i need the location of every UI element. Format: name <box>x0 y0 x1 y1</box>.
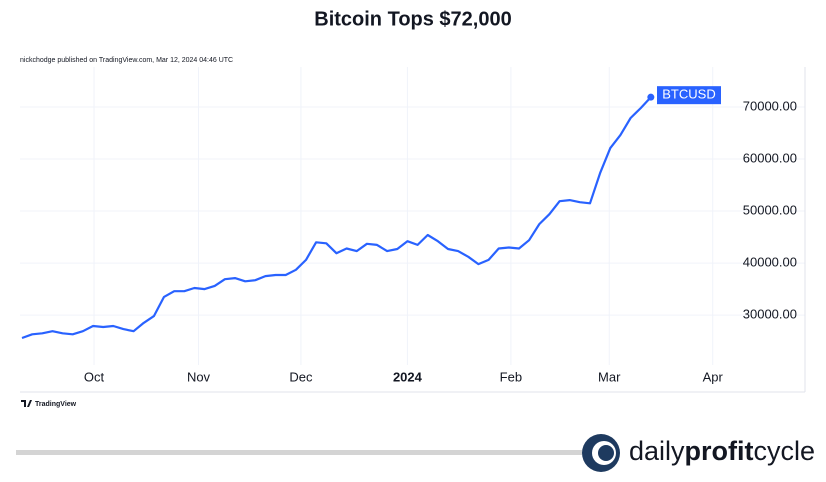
brand-logo: dailyprofitcycle <box>582 434 815 472</box>
plot: 30000.00 40000.00 50000.00 60000.00 70000.00… <box>20 67 805 384</box>
brand-part: cycle <box>754 436 816 466</box>
x-tick-label: Apr <box>703 369 724 384</box>
tv-logo: TradingView <box>21 400 77 408</box>
series-label: BTCUSD <box>662 87 715 102</box>
x-tick-label: Mar <box>598 369 621 384</box>
brand-part: profit <box>685 436 754 466</box>
y-tick-label: 30000.00 <box>743 307 797 322</box>
chart-subtitle: nickchodge published on TradingView.com,… <box>20 57 233 64</box>
x-tick-label: Feb <box>500 369 522 384</box>
y-tick-label: 60000.00 <box>743 150 797 165</box>
x-tick-label: Nov <box>187 369 211 384</box>
y-tick-label: 40000.00 <box>743 255 797 270</box>
x-tick-label: Oct <box>84 369 105 384</box>
series-label-box <box>657 86 721 105</box>
price-line <box>21 96 652 340</box>
y-tick-label: 50000.00 <box>743 202 797 217</box>
chart-title: Bitcoin Tops $72,000 <box>314 8 511 30</box>
brand-part: daily <box>629 436 685 466</box>
x-tick-label: Dec <box>289 369 313 384</box>
divider <box>16 450 582 455</box>
source: TradingView <box>35 401 77 408</box>
brand: dailyprofitcycle <box>629 436 815 466</box>
last-price-dot <box>647 93 655 101</box>
x-tick-label: 2024 <box>393 369 423 384</box>
y-tick-label: 70000.00 <box>743 98 797 113</box>
